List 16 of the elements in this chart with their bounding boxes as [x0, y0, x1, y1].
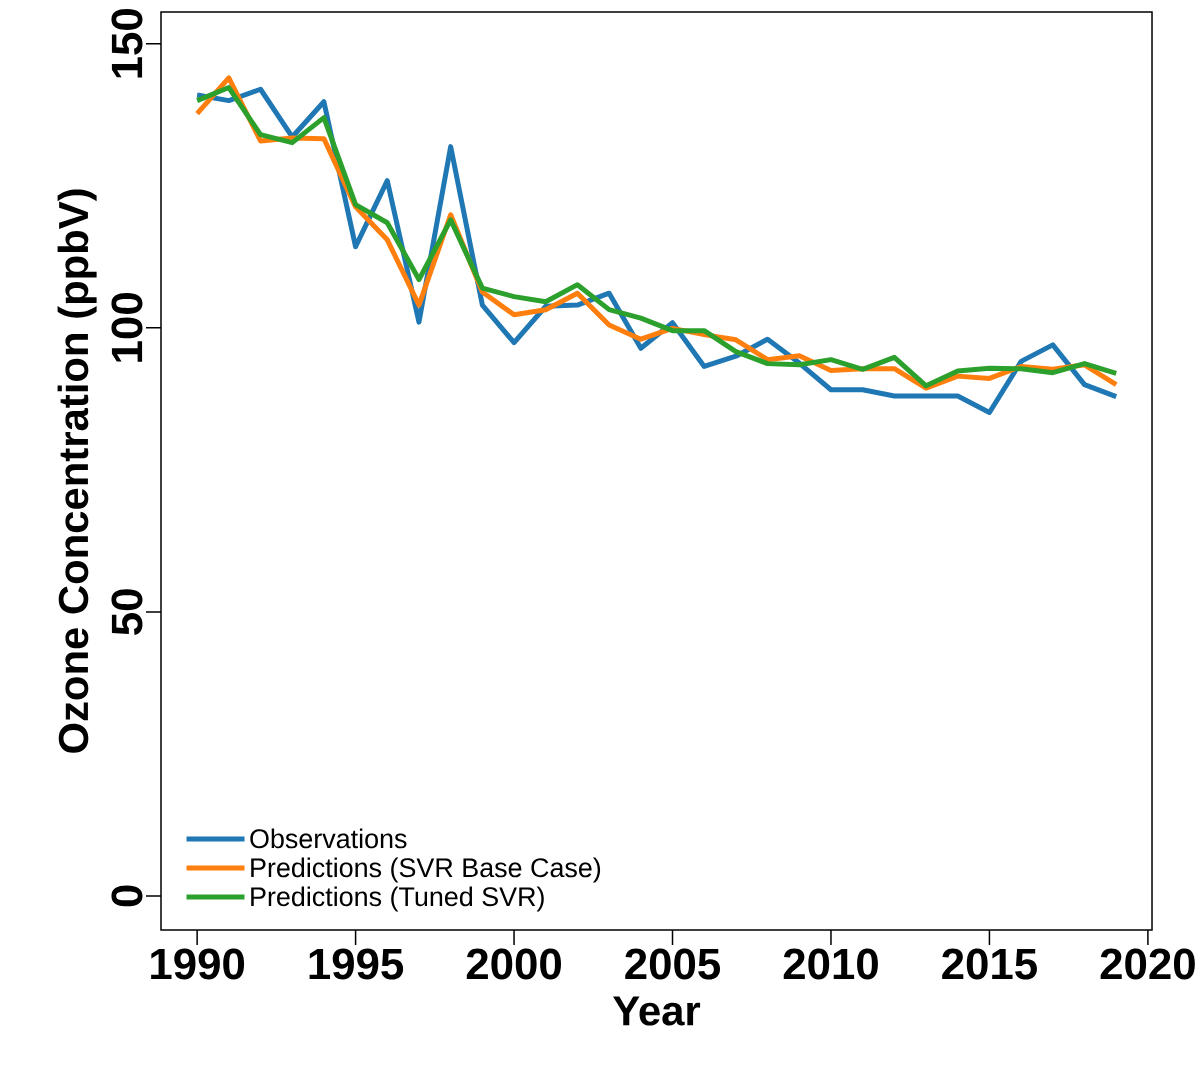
x-tick-label: 1990 — [151, 948, 245, 980]
legend-label: Predictions (SVR Base Case) — [251, 857, 601, 883]
x-tick-label: 2010 — [783, 948, 878, 980]
y-tick-label: 150 — [111, 9, 143, 78]
x-tick-label: 2020 — [1100, 948, 1195, 980]
x-axis-title: Year — [613, 996, 701, 1026]
legend-label: Predictions (Tuned SVR) — [251, 886, 544, 912]
x-tick-label: 2000 — [466, 948, 561, 980]
x-tick-label: 2005 — [625, 948, 721, 980]
x-tick-label: 2015 — [942, 948, 1037, 980]
x-tick-label: 1995 — [309, 948, 404, 980]
y-tick-label: 50 — [111, 589, 143, 635]
y-axis-title: Ozone Concentration (ppbV) — [57, 189, 97, 753]
legend-label: Observations — [250, 828, 407, 849]
y-tick-label: 0 — [111, 885, 143, 907]
y-tick-label: 100 — [111, 293, 143, 362]
